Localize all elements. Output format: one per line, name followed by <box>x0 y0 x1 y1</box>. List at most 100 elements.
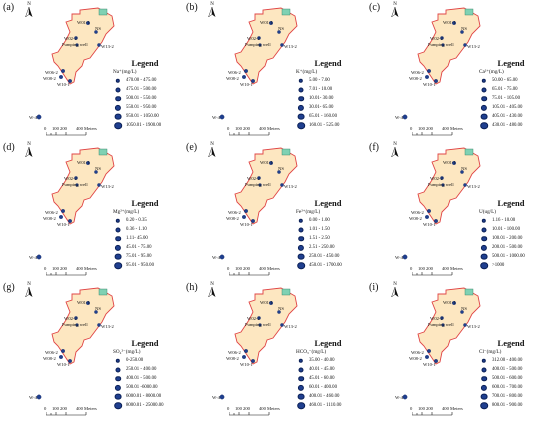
legend-item-label: 8000.01 - 25000.00 <box>126 403 164 408</box>
map-panel-d: (d) N W01-1 NS W02-2 Pumping well W13-2 … <box>0 140 183 280</box>
legend-item: 65.01 - 160.00 <box>296 112 364 121</box>
well-point-w4 <box>36 114 42 120</box>
well-point-w10 <box>68 79 72 83</box>
legend-item-label: 75.01 - 95.00 <box>126 254 152 259</box>
label-pumping: Pumping well <box>428 182 454 187</box>
well-point-w08 <box>425 355 429 359</box>
legend-item: 75.01 - 95.00 <box>113 252 181 261</box>
well-point-w4 <box>36 254 42 260</box>
north-arrow-icon <box>208 7 216 17</box>
well-point-w10 <box>68 219 72 223</box>
well-point-w02 <box>440 36 444 40</box>
legend-item: >1000 <box>479 261 547 270</box>
legend-item: 95.01 - 950.00 <box>113 261 181 270</box>
site-map <box>219 147 298 260</box>
well-point-w01 <box>86 21 90 25</box>
legend-circle-icon <box>297 113 305 120</box>
legend-parameter: SO₄²⁻(mg/L) <box>113 349 141 355</box>
site-boundary <box>234 287 298 365</box>
legend-parameter: K⁺(mg/L) <box>296 69 318 75</box>
legend-circle-icon <box>114 253 122 260</box>
legend: Legend U(ug/L) 1.16 - 10.00 10.01 - 100.0… <box>479 198 547 270</box>
legend-item: 105.01 - 405.00 <box>479 103 547 112</box>
legend-parameter: Ca²⁺(mg/L) <box>479 69 504 75</box>
label-pumping: Pumping well <box>62 42 88 47</box>
label-w08: W08-2 <box>226 216 239 221</box>
north-arrow-icon <box>391 287 399 297</box>
label-w06: W06-2 <box>45 70 58 75</box>
legend: Legend Mg²⁺(mg/L) 0.20 - 0.35 0.36 - 1.10… <box>113 198 181 270</box>
well-point-w10 <box>434 359 438 363</box>
legend-item: 550.01 - 950.00 <box>113 103 181 112</box>
well-point-pumping <box>441 43 445 47</box>
legend-item: 10.01 - 100.00 <box>479 225 547 234</box>
well-point-w08 <box>59 75 63 79</box>
legend-item-label: 1.51 - 2.50 <box>309 236 330 241</box>
well-point-w08 <box>425 215 429 219</box>
scale-label-400-meters: 400 Meters <box>259 266 280 271</box>
well-point-ns <box>277 310 281 314</box>
legend-item-label: 5.00 - 7.00 <box>309 78 330 83</box>
scale-label-100-200: 100 200 <box>235 266 250 271</box>
well-point-w06 <box>244 349 248 353</box>
legend-items: 0.20 - 0.35 0.36 - 1.10 1.11- 45.00 45.01 -… <box>113 216 181 270</box>
label-w08: W08-2 <box>226 76 239 81</box>
legend-circle-icon <box>297 401 305 410</box>
scale-label-400-meters: 400 Meters <box>442 266 463 271</box>
legend-circle-icon <box>297 253 305 260</box>
legend-parameter: Mg²⁺(mg/L) <box>113 209 140 215</box>
north-arrow: N <box>390 142 400 157</box>
legend-item-label: 0.00 - 1.00 <box>309 218 330 223</box>
legend-item: 800.01 - 900.00 <box>479 401 547 410</box>
site-map <box>36 7 115 120</box>
label-w13: W13-2 <box>101 44 114 49</box>
legend-item: 45.01 - 75.00 <box>113 243 181 252</box>
legend-circle-icon <box>480 253 488 260</box>
legend-item-label: 35.00 - 40.00 <box>309 358 335 363</box>
well-point-ns <box>94 30 98 34</box>
legend-item: 35.00 - 40.00 <box>296 356 364 365</box>
scale-bar: 0 100 200 400 Meters <box>227 406 289 418</box>
legend-circle-icon <box>480 121 488 130</box>
well-point-w08 <box>59 215 63 219</box>
map-panel-a: (a) N W01-1 NS W02-2 Pumping well W13-2 … <box>0 0 183 140</box>
well-point-w01 <box>452 301 456 305</box>
label-w01: W01-1 <box>443 20 456 25</box>
ns-box <box>464 8 474 16</box>
legend-item: 600.01 - 700.00 <box>479 383 547 392</box>
legend-title: Legend <box>131 338 159 348</box>
north-arrow: N <box>390 2 400 17</box>
well-point-w08 <box>425 75 429 79</box>
legend-circle-icon <box>480 384 488 391</box>
legend-item: 500.01 -6000.00 <box>113 383 181 392</box>
legend-item-label: 312.00 - 400.00 <box>492 358 523 363</box>
well-point-ns <box>277 30 281 34</box>
label-w02: W02-2 <box>64 316 77 321</box>
label-pumping: Pumping well <box>62 182 88 187</box>
legend-title: Legend <box>497 58 525 68</box>
well-point-w02 <box>257 176 261 180</box>
label-w01: W01-1 <box>260 300 273 305</box>
legend-item: 430.01 - 480.00 <box>479 121 547 130</box>
label-w08: W08-2 <box>409 76 422 81</box>
legend-items: 35.00 - 40.00 40.01 - 45.00 45.01 - 60.00 6… <box>296 356 364 410</box>
label-pumping: Pumping well <box>62 322 88 327</box>
well-point-w4 <box>402 114 408 120</box>
legend-item-label: 7.01 - 10.00 <box>309 87 333 92</box>
legend-item-label: 75.01 - 105.00 <box>492 96 520 101</box>
well-point-w02 <box>74 316 78 320</box>
north-arrow: N <box>207 282 217 297</box>
scale-label-100-200: 100 200 <box>418 406 433 411</box>
legend-item-label: 1050.01 - 1900.00 <box>126 123 162 128</box>
legend-circle-icon <box>114 104 122 111</box>
legend-circle-icon <box>115 218 121 223</box>
legend-circle-icon <box>481 95 487 102</box>
label-w02: W02-2 <box>430 316 443 321</box>
label-ns: NS <box>95 306 101 311</box>
legend-circle-icon <box>114 393 122 400</box>
legend-circle-icon <box>115 87 121 92</box>
legend-item-label: 2.51 - 250.00 <box>309 245 335 250</box>
label-ns: NS <box>95 26 101 31</box>
label-w06: W06-2 <box>228 350 241 355</box>
well-point-ns <box>94 310 98 314</box>
